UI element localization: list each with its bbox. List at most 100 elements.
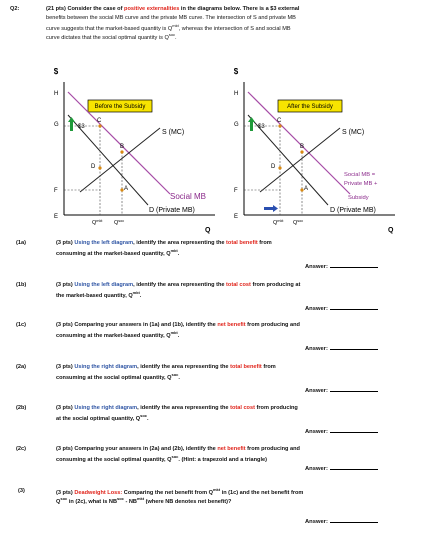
q-text: Comparing the net benefit from Q <box>122 489 213 496</box>
answer-label: Answer: <box>305 466 328 472</box>
question-line-2: consuming at the social optimal quantity… <box>56 372 180 381</box>
left-social-mb-line <box>67 91 171 195</box>
left-price-f: F <box>54 188 58 194</box>
q-text: (3 pts) Comparing your answers in (1a) a… <box>56 322 218 328</box>
question-number: (1c) <box>16 322 26 328</box>
answer-field[interactable]: Answer: <box>305 427 378 436</box>
left-x-axis-label: Q <box>205 227 211 234</box>
superscript: soc <box>168 32 176 37</box>
right-social-mb-line <box>247 91 351 195</box>
left-title-box <box>87 99 153 113</box>
header-text: , whereas the intersection of S and soci… <box>178 25 291 32</box>
answer-line[interactable] <box>329 262 378 268</box>
answer-field[interactable]: Answer: <box>305 517 378 526</box>
q-highlight-blue: Using the left diagram <box>74 282 134 288</box>
right-title-text: After the Subsidy <box>287 104 333 110</box>
q-text: (3 pts) <box>56 364 75 370</box>
q-highlight-red: net benefit <box>217 446 246 452</box>
question-number: (3) <box>18 488 25 494</box>
answer-label: Answer: <box>305 429 328 435</box>
answer-label: Answer: <box>305 346 328 352</box>
q-highlight-red: total benefit <box>226 240 258 246</box>
q-text: , identify the area representing the <box>133 240 227 246</box>
question-line-1: (3 pts) Using the left diagram, identify… <box>56 240 272 246</box>
left-label-b: B <box>120 144 124 150</box>
q-text: . <box>177 250 180 257</box>
header-line-4: curve dictates that the social optimal q… <box>46 32 177 41</box>
answer-field[interactable]: Answer: <box>305 386 378 395</box>
question-line-2: Qsoc in (2c), what is NBsoc - NBmkt (whe… <box>56 496 231 505</box>
superscript: soc <box>60 496 68 501</box>
superscript: mkt <box>170 248 178 253</box>
left-qsoc-label: Qsoc <box>114 219 124 226</box>
left-price-h: H <box>54 91 58 97</box>
left-point-c <box>98 124 102 128</box>
q-text: consuming at the market-based quantity, … <box>56 332 171 339</box>
header-highlight: positive externalities <box>124 6 180 12</box>
left-label-d: D <box>91 164 96 170</box>
answer-line[interactable] <box>329 427 378 433</box>
answer-field[interactable]: Answer: <box>305 262 378 271</box>
right-point-a <box>300 188 304 192</box>
q-text: . <box>178 374 180 381</box>
question-line-1: (3 pts) Using the left diagram, identify… <box>56 282 300 288</box>
left-price-e: E <box>54 214 58 220</box>
left-price-g: G <box>54 122 59 128</box>
left-social-label: Social MB <box>170 192 206 201</box>
answer-line[interactable] <box>329 464 378 470</box>
right-social-label-1: Social MB = <box>344 172 376 178</box>
right-label-d: D <box>271 164 276 170</box>
header-text: . <box>175 34 177 41</box>
q-highlight-red: net benefit <box>217 322 246 328</box>
q-text: (3 pts) <box>56 405 75 411</box>
question-line-1: (3 pts) Using the right diagram, identif… <box>56 405 298 411</box>
right-price-e: E <box>234 214 238 220</box>
question-line-1: (3 pts) Deadweight Loss: Comparing the n… <box>56 487 303 496</box>
left-title-text: Before the Subsidy <box>95 104 146 110</box>
left-point-b <box>120 150 124 154</box>
q-highlight-red: Deadweight Loss: <box>74 489 123 496</box>
superscript: soc <box>171 372 179 377</box>
superscript: mkt <box>132 290 140 295</box>
q-highlight-red: total cost <box>230 405 255 411</box>
right-y-axis-label: $ <box>234 67 239 76</box>
q-highlight-blue: Using the left diagram <box>74 240 134 246</box>
q-text: from producing at <box>250 282 301 288</box>
q-text: (3 pts) <box>56 282 75 288</box>
right-point-d <box>278 166 282 170</box>
q-text: at the social optimal quantity, Q <box>56 415 141 422</box>
left-point-d <box>98 166 102 170</box>
answer-field[interactable]: Answer: <box>305 304 378 313</box>
q-text: . <box>147 415 149 422</box>
header-text: in the diagrams below. There is a $3 ext… <box>179 6 300 12</box>
left-label-c: C <box>97 118 102 124</box>
answer-label: Answer: <box>305 388 328 394</box>
answer-field[interactable]: Answer: <box>305 344 378 353</box>
header-text: (21 pts) Consider the case of <box>46 6 125 12</box>
q-text: consuming at the social optimal quantity… <box>56 456 172 463</box>
right-x-axis-label: Q <box>388 227 394 234</box>
q-text: (3 pts) <box>56 489 75 496</box>
superscript: soc <box>117 496 124 501</box>
right-supply-line <box>259 127 341 193</box>
answer-line[interactable] <box>329 344 378 350</box>
answer-line[interactable] <box>329 517 378 523</box>
answer-label: Answer: <box>305 306 328 312</box>
q-text: , identify the area representing the <box>137 364 231 370</box>
question-number: (2c) <box>16 446 26 452</box>
q-text: - NB <box>123 498 137 505</box>
question-line-2: the market-based quantity, Qmkt. <box>56 290 141 299</box>
right-social-label-3: Subsidy <box>348 195 369 201</box>
question-line-2: consuming at the market-based quantity, … <box>56 248 180 257</box>
answer-line[interactable] <box>329 304 378 310</box>
answer-line[interactable] <box>329 386 378 392</box>
answer-field[interactable]: Answer: <box>305 464 378 473</box>
right-blue-arrow-head <box>273 205 278 212</box>
q-text: Q <box>56 498 61 505</box>
superscript: soc <box>171 454 179 459</box>
q-highlight-red: total benefit <box>230 364 262 370</box>
left-supply-label: S (MC) <box>162 129 184 136</box>
right-private-label: D (Private MB) <box>330 207 376 214</box>
superscript: mkt <box>170 330 178 335</box>
q-highlight-blue: Using the right diagram <box>74 405 138 411</box>
